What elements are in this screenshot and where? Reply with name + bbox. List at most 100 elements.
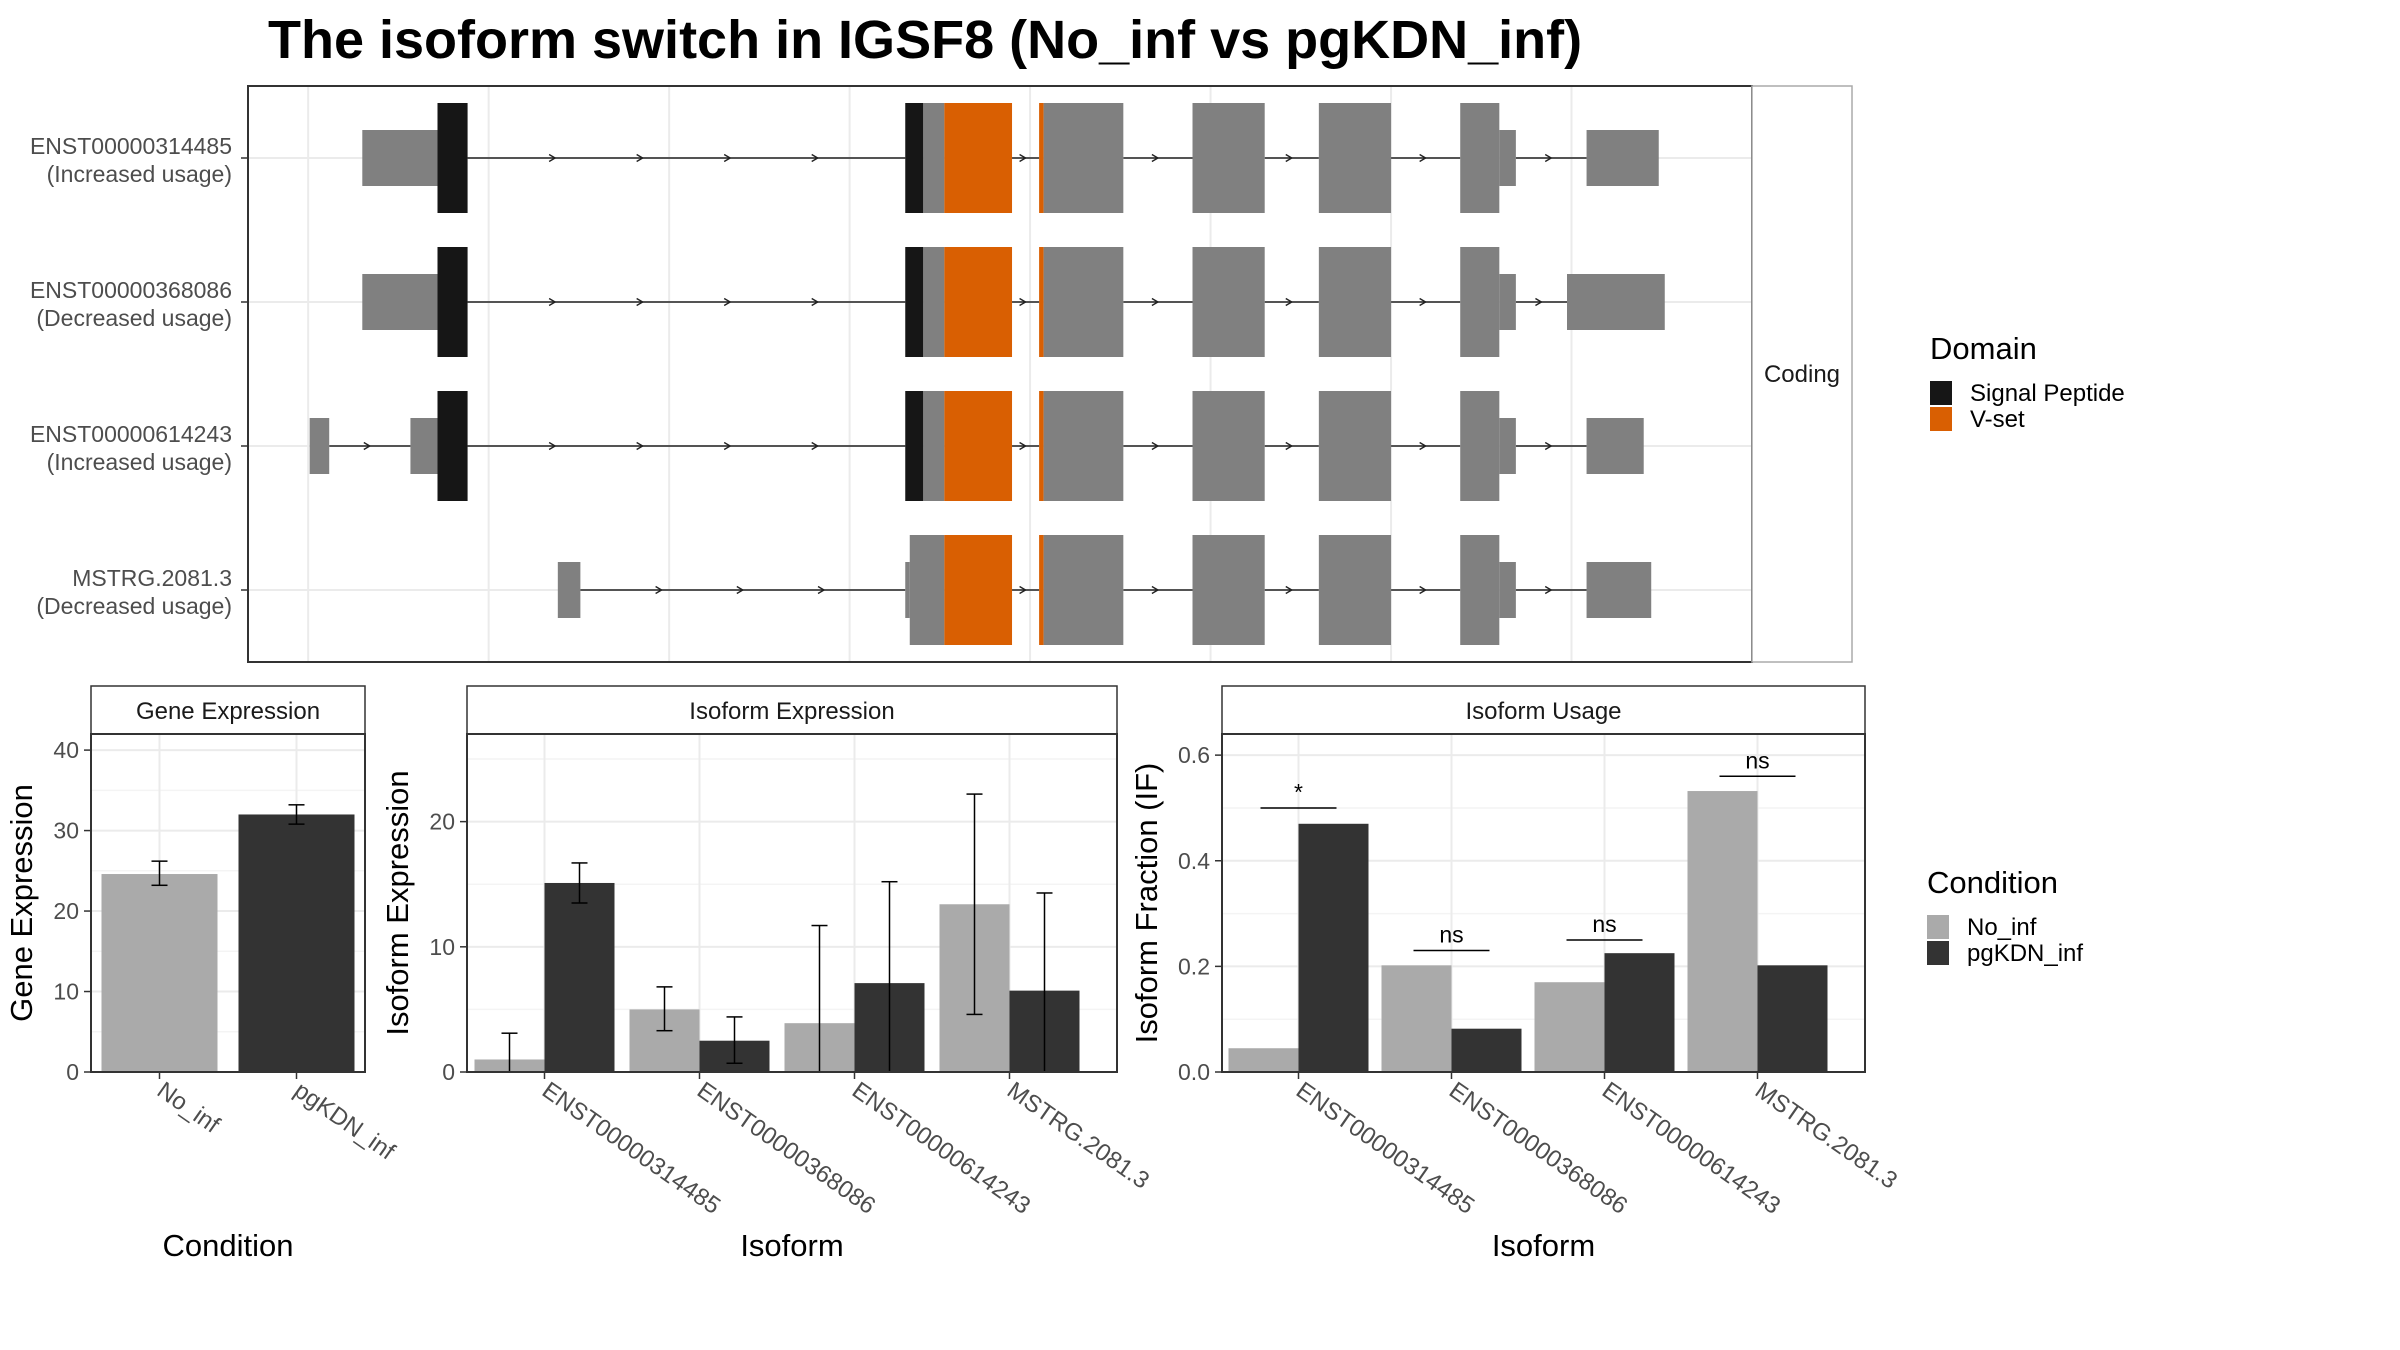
intron-arrow	[655, 585, 663, 595]
legend-key	[1927, 941, 1949, 965]
bar	[101, 874, 218, 1072]
signal-peptide-exon	[905, 103, 924, 213]
intron-arrow	[817, 585, 826, 595]
isoform-structure-panel: ENST00000314485(Increased usage) ENST0000…	[30, 85, 1853, 663]
y-tick-label: 10	[429, 934, 455, 960]
intron-arrow	[363, 441, 372, 451]
y-tick-label: 20	[429, 809, 455, 835]
v-set-exon	[1039, 535, 1044, 645]
y-tick-label: 0	[66, 1059, 79, 1085]
panel-border	[1221, 733, 1866, 1073]
y-tick-label: 10	[53, 979, 79, 1005]
utr-exon	[1499, 418, 1516, 474]
gene-expression-chart: Gene Expression 0 10 20 30 40 No_inf pgKDN_inf C…	[4, 685, 400, 1263]
utr-exon	[1586, 130, 1659, 186]
bar	[1228, 1048, 1299, 1072]
intron-arrow	[1544, 585, 1553, 595]
coding-exon	[1318, 247, 1392, 357]
intron-arrow	[1285, 153, 1294, 163]
x-tick-label: MSTRG.2081.3	[1002, 1077, 1154, 1195]
coding-exon	[1043, 535, 1124, 645]
isoform-row-usage: (Decreased usage)	[36, 593, 232, 619]
significance-label: ns	[1592, 911, 1616, 937]
isoform-row-id: ENST00000314485	[30, 133, 232, 159]
coding-exon	[923, 391, 945, 501]
isoform-row-id: ENST00000614243	[30, 421, 232, 447]
intron-arrow	[811, 153, 820, 163]
intron-arrow	[1019, 585, 1027, 595]
v-set-exon	[944, 535, 1013, 645]
legend-key	[1930, 381, 1952, 405]
v-set-exon	[1039, 103, 1044, 213]
legend-label: pgKDN_inf	[1967, 940, 2083, 967]
bar	[1534, 982, 1605, 1072]
isoform-row-id: ENST00000368086	[30, 277, 232, 303]
legend-key	[1927, 915, 1949, 939]
utr-exon	[1499, 274, 1516, 330]
coding-exon	[1460, 103, 1500, 213]
intron-arrow	[1019, 297, 1027, 307]
y-tick-label: 40	[53, 737, 79, 763]
facet-strip-label: Coding	[1764, 361, 1840, 388]
y-tick-label: 0.0	[1178, 1059, 1210, 1085]
intron-arrow	[1419, 297, 1428, 307]
intron-arrow	[548, 297, 557, 307]
facet-strip	[1751, 85, 1853, 663]
v-set-exon	[944, 247, 1013, 357]
intron-arrow	[548, 153, 557, 163]
intron-arrow	[636, 297, 645, 307]
v-set-exon	[944, 391, 1013, 501]
x-axis-title: Isoform	[1492, 1228, 1595, 1263]
intron-arrow	[1544, 153, 1553, 163]
panel-border	[466, 733, 1118, 1073]
signal-peptide-exon	[437, 391, 468, 501]
signal-peptide-exon	[437, 247, 468, 357]
v-set-exon	[1039, 391, 1044, 501]
coding-exon	[909, 535, 945, 645]
isoform-row-id: MSTRG.2081.3	[72, 565, 232, 591]
isoform-row-usage: (Decreased usage)	[36, 305, 232, 331]
intron-arrow	[811, 297, 820, 307]
utr-exon	[905, 562, 910, 618]
isoform-row-usage: (Increased usage)	[47, 161, 232, 187]
bar	[1298, 823, 1369, 1072]
intron-arrow	[1419, 153, 1428, 163]
utr-exon	[1499, 562, 1516, 618]
panel-strip	[1221, 685, 1866, 735]
signal-peptide-exon	[905, 391, 924, 501]
y-tick-label: 20	[53, 898, 79, 924]
bar	[1381, 965, 1452, 1072]
y-tick-label: 30	[53, 818, 79, 844]
v-set-exon	[944, 103, 1013, 213]
y-tick-label: 0	[442, 1059, 455, 1085]
coding-exon	[1192, 247, 1265, 357]
bar	[1604, 953, 1675, 1072]
significance-label: ns	[1439, 922, 1463, 948]
legend-title: Condition	[1927, 865, 2058, 900]
utr-exon	[557, 562, 581, 618]
coding-exon	[923, 103, 945, 213]
y-axis-title: Gene Expression	[4, 784, 39, 1022]
bar	[1757, 965, 1828, 1072]
coding-exon	[1043, 247, 1124, 357]
panel-strip-label: Isoform Usage	[1465, 698, 1621, 725]
signal-peptide-exon	[437, 103, 468, 213]
intron-arrow	[1151, 441, 1160, 451]
y-tick-label: 0.2	[1178, 953, 1210, 979]
y-axis-title: Isoform Fraction (IF)	[1129, 763, 1164, 1044]
utr-exon	[309, 418, 330, 474]
coding-exon	[1318, 391, 1392, 501]
intron-arrow	[1535, 297, 1543, 307]
isoform-usage-chart: Isoform Usage0.00.20.40.6ENST00000314485…	[1129, 685, 1902, 1263]
intron-arrow	[1151, 297, 1160, 307]
utr-exon	[1586, 418, 1644, 474]
x-axis-title: Condition	[163, 1228, 294, 1263]
figure-title: The isoform switch in IGSF8 (No_inf vs p…	[268, 10, 1582, 70]
legend-label: V-set	[1970, 406, 2025, 433]
panel-border	[90, 733, 366, 1073]
intron-arrow	[1419, 585, 1428, 595]
legend-label: No_inf	[1967, 914, 2037, 941]
x-tick-label: MSTRG.2081.3	[1750, 1077, 1902, 1195]
